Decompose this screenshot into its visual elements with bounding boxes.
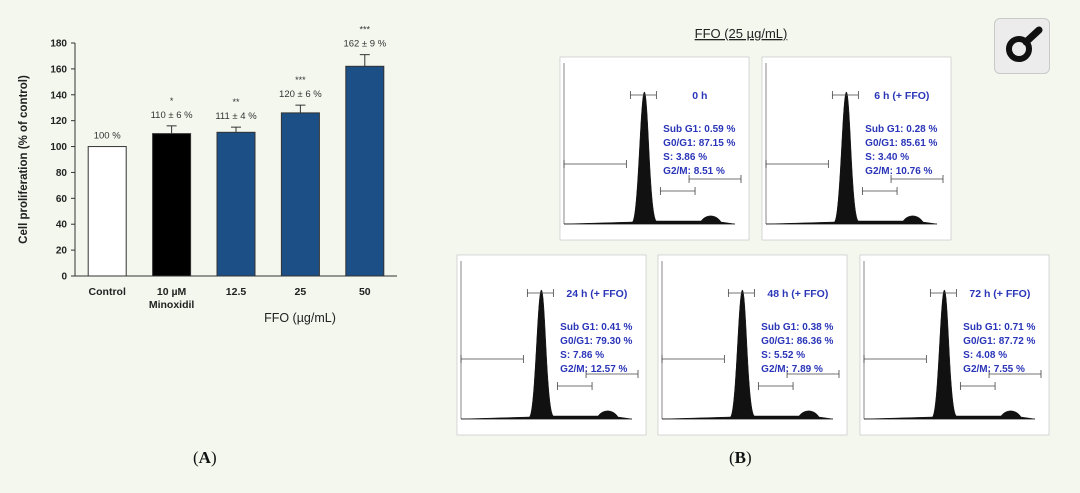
histogram-stat-label: G2/M: 12.57 %: [560, 364, 627, 375]
histogram-curve: [661, 289, 834, 420]
histogram-panel: 0 h Sub G1: 0.59 % G0/G1: 87.15 % S: 3.86 %…: [559, 56, 750, 241]
flow-histogram-figure: FFO (25 µg/mL) 0 h Sub G1: 0.59 % G0/G1: 87…: [456, 26, 1050, 436]
histogram-stat-label: S: 4.08 %: [963, 350, 1007, 361]
y-tick-label: 60: [56, 194, 68, 205]
y-axis-label: Cell proliferation (% of control): [18, 75, 30, 244]
panel-b-caption: (B): [729, 448, 752, 467]
histogram-time-label: 72 h (+ FFO): [969, 288, 1030, 300]
histogram-stat-label: G0/G1: 87.72 %: [963, 336, 1035, 347]
histogram-curve: [563, 91, 736, 225]
bar: [87, 146, 127, 277]
category-label: 12.5: [226, 286, 247, 298]
histogram-stat-label: S: 7.86 %: [560, 350, 604, 361]
panel-background: [657, 254, 848, 436]
panel-background: [456, 254, 647, 436]
histogram-stat-label: G2/M: 10.76 %: [865, 166, 932, 177]
category-label: Control: [89, 286, 126, 298]
histogram-time-label: 6 h (+ FFO): [874, 90, 929, 102]
histogram-stat-label: Sub G1: 0.38 %: [761, 322, 833, 333]
y-tick-label: 180: [50, 39, 67, 50]
category-label: 25: [295, 286, 307, 298]
category-label: 10 µM: [157, 286, 187, 298]
y-tick-label: 100: [50, 142, 67, 153]
y-tick-label: 80: [56, 168, 68, 179]
histogram-time-label: 0 h: [692, 90, 707, 102]
histogram-panel: 24 h (+ FFO) Sub G1: 0.41 % G0/G1: 79.30 %…: [456, 254, 647, 436]
value-label: 100 %: [94, 131, 121, 142]
panel-a-caption: (A): [193, 448, 217, 467]
bar: [345, 65, 385, 277]
histogram-time-label: 24 h (+ FFO): [566, 288, 627, 300]
significance-label: *: [170, 96, 174, 106]
histogram-curve: [765, 91, 938, 225]
histogram-stat-label: G2/M: 7.89 %: [761, 364, 823, 375]
histogram-stat-label: Sub G1: 0.28 %: [865, 124, 937, 135]
y-tick-label: 0: [61, 272, 67, 283]
panel-background: [559, 56, 750, 241]
category-label: Minoxidil: [149, 299, 195, 311]
value-label: 111 ± 4 %: [215, 111, 257, 122]
histogram-curve: [460, 289, 633, 420]
bar-chart: 0 20 40 60 80 100 120 140 160 180 Cell proliferati…: [18, 25, 397, 325]
histogram-panel: 48 h (+ FFO) Sub G1: 0.38 % G0/G1: 86.36 %…: [657, 254, 848, 436]
panel-background: [761, 56, 952, 241]
histogram-stat-label: Sub G1: 0.71 %: [963, 322, 1035, 333]
histogram-stat-label: G0/G1: 79.30 %: [560, 336, 632, 347]
flow-chart-title: FFO (25 µg/mL): [695, 26, 788, 41]
value-label: 162 ± 9 %: [343, 39, 386, 50]
histogram-stat-label: G2/M: 7.55 %: [963, 364, 1025, 375]
histogram-stat-label: G0/G1: 85.61 %: [865, 138, 937, 149]
value-label: 110 ± 6 %: [151, 110, 194, 121]
histogram-panel: 6 h (+ FFO) Sub G1: 0.28 % G0/G1: 85.61 % S…: [761, 56, 952, 241]
histogram-stat-label: Sub G1: 0.59 %: [663, 124, 735, 135]
significance-label: **: [232, 97, 240, 107]
x-axis-label: FFO (µg/mL): [264, 311, 336, 325]
histogram-stat-label: S: 3.86 %: [663, 152, 707, 163]
zoom-button[interactable]: [994, 18, 1050, 74]
zoom-in-icon: [1006, 26, 1043, 62]
y-tick-label: 20: [56, 246, 68, 257]
y-tick-label: 40: [56, 220, 68, 231]
bar: [216, 131, 256, 277]
histogram-panel: 72 h (+ FFO) Sub G1: 0.71 % G0/G1: 87.72 %…: [859, 254, 1050, 436]
histogram-stat-label: G0/G1: 86.36 %: [761, 336, 833, 347]
y-tick-label: 140: [50, 90, 67, 101]
significance-label: ***: [360, 25, 371, 35]
histogram-curve: [863, 289, 1036, 420]
bar: [280, 112, 320, 277]
bar: [152, 133, 192, 277]
histogram-stat-label: Sub G1: 0.41 %: [560, 322, 632, 333]
y-tick-label: 160: [50, 64, 67, 75]
histogram-stat-label: S: 5.52 %: [761, 350, 805, 361]
y-tick-label: 120: [50, 116, 67, 127]
significance-label: ***: [295, 75, 306, 85]
value-label: 120 ± 6 %: [279, 89, 322, 100]
histogram-time-label: 48 h (+ FFO): [767, 288, 828, 300]
histogram-stat-label: S: 3.40 %: [865, 152, 909, 163]
histogram-stat-label: G2/M: 8.51 %: [663, 166, 725, 177]
panel-background: [859, 254, 1050, 436]
histogram-stat-label: G0/G1: 87.15 %: [663, 138, 735, 149]
category-label: 50: [359, 286, 371, 298]
